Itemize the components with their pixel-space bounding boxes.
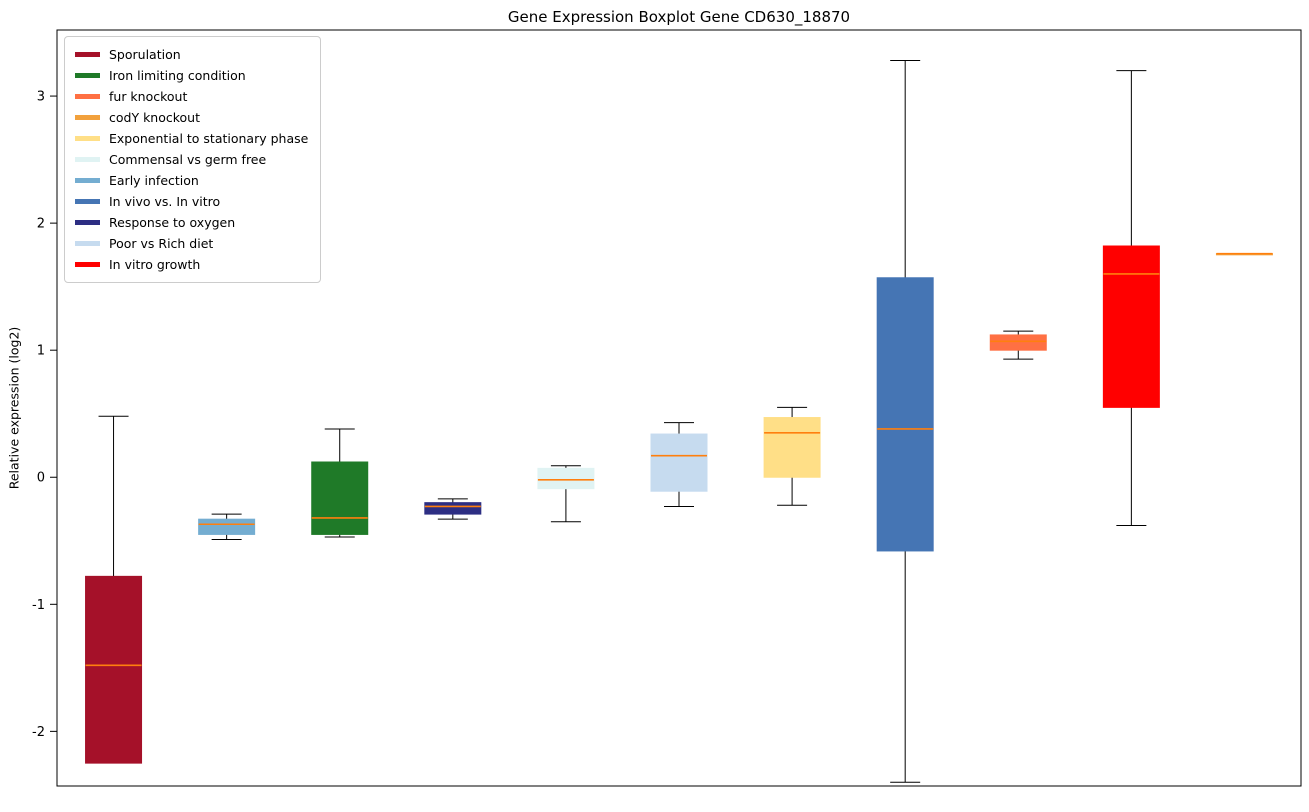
legend-swatch-poor-vs-rich-diet — [75, 241, 100, 246]
y-tick-label: 1 — [37, 344, 45, 359]
legend-item-cody-knockout: codY knockout — [75, 107, 308, 128]
box-poor-vs-rich-diet — [650, 433, 708, 492]
y-tick-label: 0 — [37, 471, 45, 486]
y-tick-label: 3 — [37, 90, 45, 105]
legend-label: Exponential to stationary phase — [109, 131, 309, 146]
legend-swatch-commensal-vs-germ-free — [75, 157, 100, 162]
legend-swatch-in-vitro-growth — [75, 262, 100, 267]
legend-swatch-in-vivo-vs-in-vitro — [75, 199, 100, 204]
axes-frame — [56, 29, 1302, 787]
legend-label: In vitro growth — [109, 257, 201, 272]
y-tick-label: -2 — [32, 725, 45, 740]
legend-label: Response to oxygen — [109, 215, 236, 230]
legend-swatch-early-infection — [75, 178, 100, 183]
box-response-to-oxygen — [424, 502, 482, 515]
legend-label: Iron limiting condition — [109, 68, 246, 83]
legend-swatch-fur-knockout — [75, 94, 100, 99]
legend-swatch-iron-limiting-condition — [75, 73, 100, 78]
legend-item-sporulation: Sporulation — [75, 44, 308, 65]
legend-item-commensal-vs-germ-free: Commensal vs germ free — [75, 149, 308, 170]
chart-title: Gene Expression Boxplot Gene CD630_18870 — [507, 8, 851, 26]
box-sporulation — [85, 575, 143, 764]
box-exponential-to-stationary-phase — [763, 417, 821, 478]
legend-swatch-exponential-to-stationary-phase — [75, 136, 100, 141]
legend-label: codY knockout — [109, 110, 201, 125]
box-commensal-vs-germ-free — [537, 467, 595, 490]
box-early-infection — [198, 518, 256, 535]
legend-item-in-vivo-vs-in-vitro: In vivo vs. In vitro — [75, 191, 308, 212]
y-tick-label: 2 — [37, 217, 45, 232]
legend-label: fur knockout — [109, 89, 188, 104]
box-iron-limiting-condition — [311, 461, 369, 535]
legend-swatch-response-to-oxygen — [75, 220, 100, 225]
legend-item-early-infection: Early infection — [75, 170, 308, 191]
y-axis-label: Relative expression (log2) — [6, 326, 22, 490]
legend-label: In vivo vs. In vitro — [109, 194, 221, 209]
legend-item-response-to-oxygen: Response to oxygen — [75, 212, 308, 233]
legend-label: Early infection — [109, 173, 199, 188]
box-fur-knockout — [989, 334, 1047, 351]
legend-item-exponential-to-stationary-phase: Exponential to stationary phase — [75, 128, 308, 149]
legend-swatch-cody-knockout — [75, 115, 100, 120]
box-in-vitro-growth — [1102, 245, 1160, 408]
legend-item-iron-limiting-condition: Iron limiting condition — [75, 65, 308, 86]
y-tick-label: -1 — [32, 598, 45, 613]
legend: Sporulation Iron limiting condition fur kn… — [64, 36, 322, 283]
legend-label: Poor vs Rich diet — [109, 236, 214, 251]
legend-item-poor-vs-rich-diet: Poor vs Rich diet — [75, 233, 308, 254]
box-in-vivo-vs-in-vitro — [876, 277, 934, 552]
legend-swatch-sporulation — [75, 52, 100, 57]
legend-label: Commensal vs germ free — [109, 152, 267, 167]
legend-item-fur-knockout: fur knockout — [75, 86, 308, 107]
legend-item-in-vitro-growth: In vitro growth — [75, 254, 308, 275]
legend-label: Sporulation — [109, 47, 181, 62]
